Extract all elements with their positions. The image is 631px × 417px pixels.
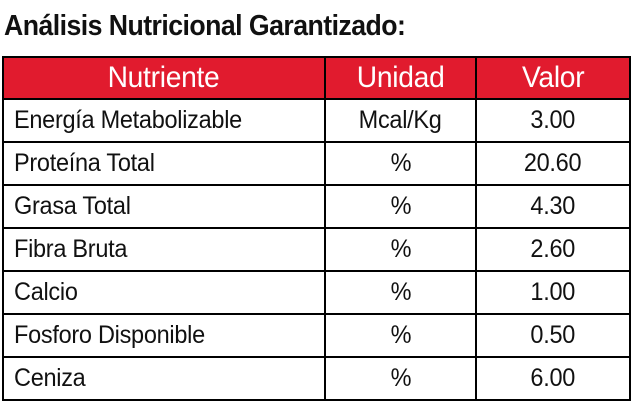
cell-unidad: % (324, 356, 477, 401)
cell-nutriente: Ceniza (2, 356, 326, 401)
cell-valor: 20.60 (475, 141, 631, 186)
cell-nutriente: Proteína Total (2, 141, 326, 186)
cell-valor: 0.50 (475, 313, 631, 358)
nutrition-table: Nutriente Unidad Valor Energía Metaboliz… (2, 56, 631, 401)
page-title: Análisis Nutricional Garantizado: (4, 10, 406, 42)
cell-valor: 2.60 (475, 227, 631, 272)
cell-nutriente: Grasa Total (2, 184, 326, 229)
cell-unidad: % (324, 227, 477, 272)
table-header-row: Nutriente Unidad Valor (2, 56, 631, 100)
cell-unidad: Mcal/Kg (324, 98, 477, 143)
cell-nutriente: Fosforo Disponible (2, 313, 326, 358)
cell-valor: 1.00 (475, 270, 631, 315)
column-header-nutriente: Nutriente (2, 56, 326, 100)
table-row: Calcio % 1.00 (2, 270, 631, 315)
cell-unidad: % (324, 184, 477, 229)
table-row: Energía Metabolizable Mcal/Kg 3.00 (2, 98, 631, 143)
cell-nutriente: Energía Metabolizable (2, 98, 326, 143)
cell-valor: 3.00 (475, 98, 631, 143)
cell-unidad: % (324, 141, 477, 186)
table-row: Fibra Bruta % 2.60 (2, 227, 631, 272)
nutrition-table-container: Nutriente Unidad Valor Energía Metaboliz… (2, 56, 631, 415)
cell-valor: 4.30 (475, 184, 631, 229)
cell-valor: 6.00 (475, 356, 631, 401)
table-row: Ceniza % 6.00 (2, 356, 631, 401)
column-header-unidad: Unidad (324, 56, 477, 100)
cell-nutriente: Fibra Bruta (2, 227, 326, 272)
cell-unidad: % (324, 313, 477, 358)
table-row: Proteína Total % 20.60 (2, 141, 631, 186)
cell-unidad: % (324, 270, 477, 315)
table-row: Fosforo Disponible % 0.50 (2, 313, 631, 358)
cell-nutriente: Calcio (2, 270, 326, 315)
table-row: Grasa Total % 4.30 (2, 184, 631, 229)
column-header-valor: Valor (475, 56, 631, 100)
